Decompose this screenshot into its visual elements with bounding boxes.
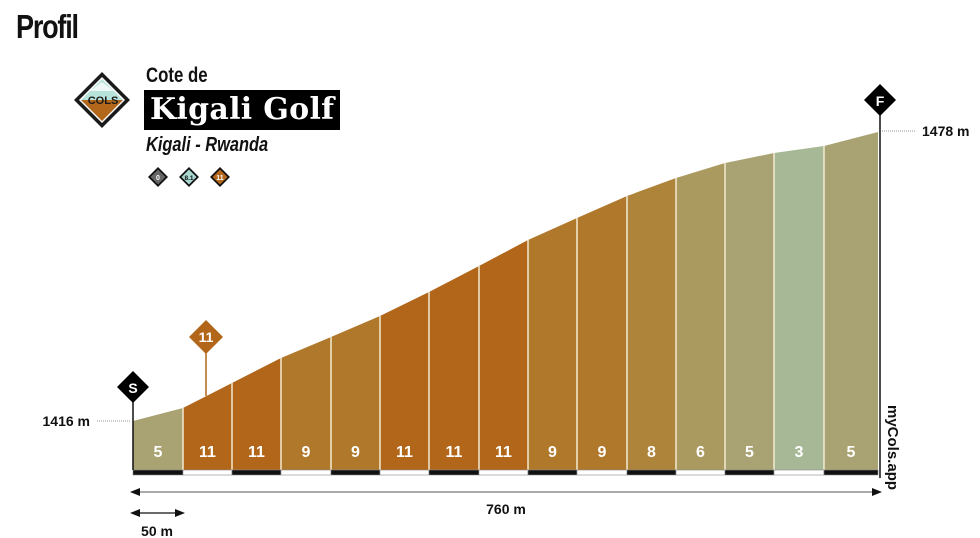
segment-length-label: 50 m: [141, 523, 173, 538]
gradient-labels: 5 11 11 9 9 11 11 11 9 9 8 6 5 3 5: [154, 444, 856, 461]
svg-text:8.1: 8.1: [184, 175, 193, 182]
profile-segment: [183, 383, 232, 470]
gradient-label: 9: [302, 444, 311, 461]
profile-segment: [577, 196, 627, 470]
svg-text:S: S: [128, 380, 137, 396]
end-altitude-label: 1478 m: [922, 123, 969, 139]
gradient-label: 8: [647, 444, 656, 461]
total-distance-label: 760 m: [486, 501, 526, 517]
page-title: Profil: [16, 8, 79, 45]
mycols-logo-icon: COLS: [74, 72, 130, 128]
gradient-label: 5: [847, 444, 856, 461]
gradient-label: 11: [248, 444, 265, 461]
svg-text:11: 11: [216, 175, 224, 182]
profile-segment: [676, 163, 725, 470]
svg-text:COLS: COLS: [88, 95, 119, 107]
max-gradient-marker-icon: 11: [189, 320, 223, 354]
profile-segment: [232, 358, 281, 470]
profile-segment: [281, 337, 331, 470]
distance-scale-bar: [132, 469, 879, 476]
gradient-label: 11: [495, 444, 512, 461]
climb-name: Kigali Golf: [144, 90, 341, 130]
profile-segment: [380, 292, 429, 470]
profile-segment: [774, 146, 824, 470]
profile-segment: [725, 153, 774, 470]
profile-segment: [824, 132, 878, 470]
badge-icon-difficulty: 0: [148, 167, 168, 187]
gradient-label: 11: [199, 444, 216, 461]
gradient-label: 11: [396, 444, 413, 461]
gradient-label: 11: [446, 444, 463, 461]
profile-segment: [627, 178, 676, 470]
profile-segment: [331, 316, 380, 470]
climb-prefix: Cote de: [146, 64, 208, 87]
gradient-label: 5: [745, 444, 754, 461]
gradient-label: 9: [351, 444, 360, 461]
profile-segment: [528, 218, 577, 470]
svg-text:0: 0: [156, 175, 160, 182]
start-marker-icon: S: [117, 371, 149, 403]
gradient-label: 9: [598, 444, 607, 461]
profile-segment: [133, 408, 183, 470]
svg-text:F: F: [876, 93, 885, 109]
finish-marker-icon: F: [864, 84, 896, 116]
gradient-label: 9: [548, 444, 557, 461]
climb-location: Kigali - Rwanda: [146, 134, 269, 156]
watermark: myCols.app: [884, 405, 901, 490]
gradient-label: 5: [154, 444, 163, 461]
badge-icon-average-gradient: 8.1: [179, 167, 199, 187]
profile-segment: [429, 266, 479, 470]
svg-text:11: 11: [199, 329, 214, 345]
badge-icon-max-gradient: 11: [210, 167, 230, 187]
stat-badges: 0 8.1 11: [147, 166, 231, 188]
gradient-label: 3: [795, 444, 804, 461]
gradient-label: 6: [696, 444, 705, 461]
profile-segment: [479, 240, 528, 470]
start-altitude-label: 1416 m: [43, 413, 90, 429]
profile-segments: [133, 132, 878, 470]
